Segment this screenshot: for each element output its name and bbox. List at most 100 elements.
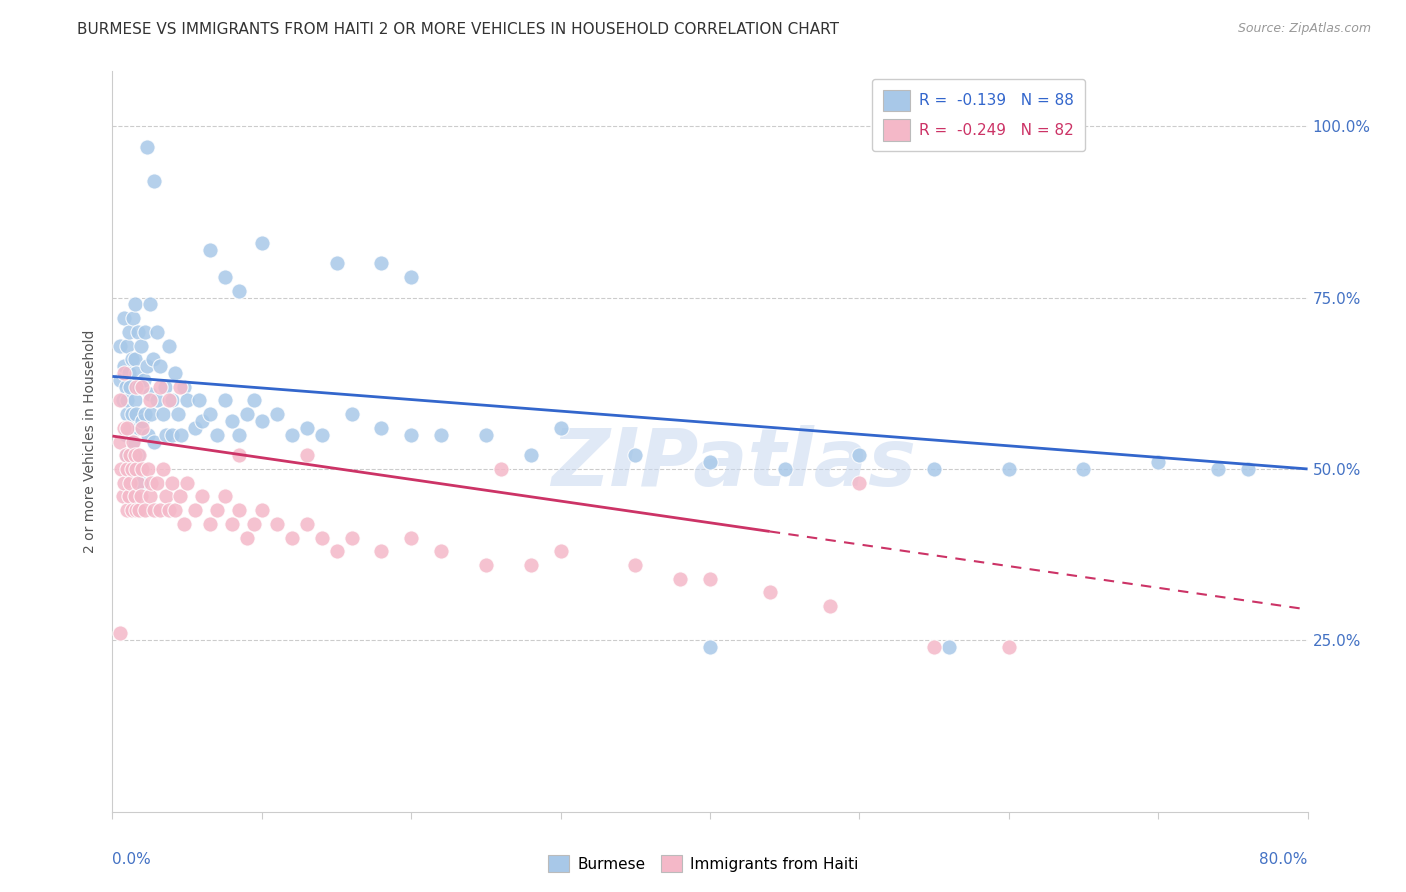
Point (127, 325, 149, 339)
Point (165, 366, 187, 380)
Text: Source: ZipAtlas.com: Source: ZipAtlas.com (1237, 22, 1371, 36)
Point (228, 448, 250, 462)
Point (108, 434, 131, 449)
Point (176, 393, 198, 408)
Point (118, 489, 141, 503)
Point (108, 626, 131, 640)
Point (117, 407, 139, 421)
Point (120, 475, 142, 490)
Point (149, 359, 172, 373)
Point (214, 489, 236, 503)
Point (121, 407, 143, 421)
Point (624, 448, 647, 462)
Point (131, 414, 153, 428)
Point (250, 414, 273, 428)
Point (198, 243, 221, 257)
Point (236, 531, 259, 545)
Point (114, 366, 135, 380)
Point (188, 393, 211, 408)
Point (111, 489, 134, 503)
Point (401, 427, 423, 442)
Point (118, 325, 141, 339)
Point (122, 434, 145, 449)
Point (198, 407, 221, 421)
Text: 80.0%: 80.0% (1260, 853, 1308, 867)
Point (114, 475, 135, 490)
Point (430, 427, 453, 442)
Point (117, 338, 139, 352)
Point (122, 311, 145, 326)
Point (117, 421, 139, 435)
Point (370, 544, 392, 558)
Point (127, 475, 149, 490)
Point (176, 475, 198, 490)
Point (998, 640, 1021, 655)
Point (173, 380, 195, 394)
Point (214, 393, 236, 408)
Point (848, 448, 870, 462)
Point (152, 407, 174, 421)
Point (120, 421, 142, 435)
Point (773, 462, 796, 476)
Point (117, 393, 139, 408)
Point (135, 359, 157, 373)
Point (146, 475, 169, 490)
Point (117, 448, 139, 462)
Legend: R =  -0.139   N = 88, R =  -0.249   N = 82: R = -0.139 N = 88, R = -0.249 N = 82 (872, 79, 1085, 152)
Point (115, 448, 138, 462)
Point (162, 393, 183, 408)
Point (125, 380, 148, 394)
Text: ZIPatlas: ZIPatlas (551, 425, 917, 503)
Point (118, 366, 141, 380)
Text: BURMESE VS IMMIGRANTS FROM HAITI 2 OR MORE VEHICLES IN HOUSEHOLD CORRELATION CHA: BURMESE VS IMMIGRANTS FROM HAITI 2 OR MO… (77, 22, 839, 37)
Point (370, 421, 392, 435)
Point (153, 380, 176, 394)
Point (134, 325, 156, 339)
Point (125, 407, 148, 421)
Point (124, 448, 146, 462)
Point (121, 352, 143, 367)
Point (131, 462, 153, 476)
Point (475, 558, 498, 572)
Point (1147, 455, 1170, 469)
Point (311, 427, 333, 442)
Point (170, 427, 193, 442)
Point (295, 448, 318, 462)
Point (520, 558, 543, 572)
Point (114, 311, 135, 326)
Point (128, 503, 150, 517)
Point (243, 393, 266, 408)
Point (121, 503, 143, 517)
Point (124, 393, 146, 408)
Point (120, 448, 142, 462)
Point (124, 352, 146, 367)
Point (1206, 462, 1229, 476)
Text: 0.0%: 0.0% (112, 853, 152, 867)
Point (121, 462, 143, 476)
Point (129, 475, 152, 490)
Point (162, 475, 183, 490)
Point (922, 640, 945, 655)
Point (205, 503, 228, 517)
Point (250, 503, 273, 517)
Point (266, 516, 288, 531)
Point (117, 462, 139, 476)
Point (121, 462, 143, 476)
Point (228, 503, 250, 517)
Point (149, 503, 172, 517)
Point (157, 503, 180, 517)
Point (114, 421, 135, 435)
Point (157, 338, 180, 352)
Y-axis label: 2 or more Vehicles in Household: 2 or more Vehicles in Household (83, 330, 97, 553)
Point (214, 270, 236, 285)
Point (198, 516, 221, 531)
Point (131, 380, 153, 394)
Point (266, 407, 288, 421)
Point (117, 503, 139, 517)
Point (162, 427, 183, 442)
Point (165, 503, 187, 517)
Point (139, 393, 162, 408)
Point (141, 475, 163, 490)
Point (149, 380, 172, 394)
Point (120, 380, 142, 394)
